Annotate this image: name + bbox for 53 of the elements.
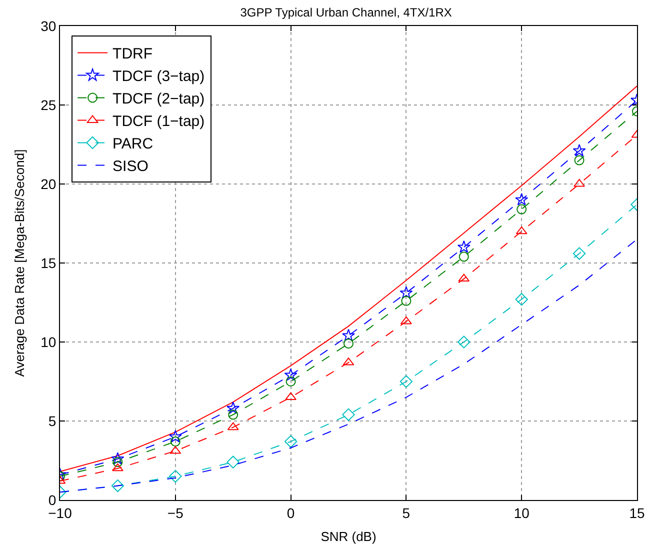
point — [170, 436, 180, 447]
point — [401, 296, 412, 306]
point — [342, 408, 355, 422]
point — [458, 252, 469, 262]
y-tick-label: 5 — [48, 412, 56, 429]
point — [516, 226, 528, 234]
point — [572, 247, 586, 260]
legend-label: TDRF — [112, 46, 153, 63]
point — [458, 336, 470, 348]
point — [168, 430, 182, 442]
point — [515, 292, 528, 306]
point — [284, 435, 298, 448]
point — [574, 155, 584, 166]
point — [226, 456, 240, 468]
point — [344, 338, 354, 349]
chart-title: 3GPP Typical Urban Channel, 4TX/1RX — [240, 6, 452, 20]
point — [516, 204, 527, 214]
x-tick-label: 0 — [286, 504, 295, 521]
point — [342, 328, 355, 342]
point — [400, 316, 412, 324]
point — [400, 286, 413, 299]
x-axis-title: SNR (dB) — [320, 529, 376, 544]
point — [400, 375, 413, 388]
x-tick-label: 10 — [514, 504, 530, 521]
point — [457, 240, 470, 253]
y-axis-title: Average Data Rate [Mega-Bits/Second] — [12, 149, 27, 377]
x-tick-label: 5 — [402, 504, 410, 521]
y-tick-label: 15 — [40, 254, 56, 271]
y-tick-label: 30 — [40, 18, 56, 34]
point — [284, 368, 298, 381]
legend-label: TDCF (3−tap) — [112, 68, 205, 86]
legend-label: SISO — [112, 158, 148, 176]
point — [458, 274, 470, 282]
y-tick-label: 25 — [40, 96, 56, 113]
x-tick-label: 15 — [629, 504, 645, 521]
point — [226, 402, 240, 414]
y-tick-label: 20 — [40, 176, 56, 192]
point — [227, 422, 239, 430]
point — [572, 144, 586, 156]
point — [285, 392, 296, 400]
point — [515, 193, 528, 206]
point — [112, 463, 124, 472]
point — [111, 479, 124, 492]
point — [286, 376, 296, 386]
legend-label: TDCF (2−tap) — [112, 90, 205, 108]
legend-label: PARC — [112, 136, 154, 153]
point — [228, 410, 238, 420]
x-tick-label: −5 — [167, 504, 184, 521]
point — [169, 470, 182, 483]
y-tick-label: 10 — [40, 334, 56, 350]
point — [111, 452, 124, 465]
point — [112, 457, 123, 468]
legend-label: TDCF (1−tap) — [112, 113, 205, 130]
